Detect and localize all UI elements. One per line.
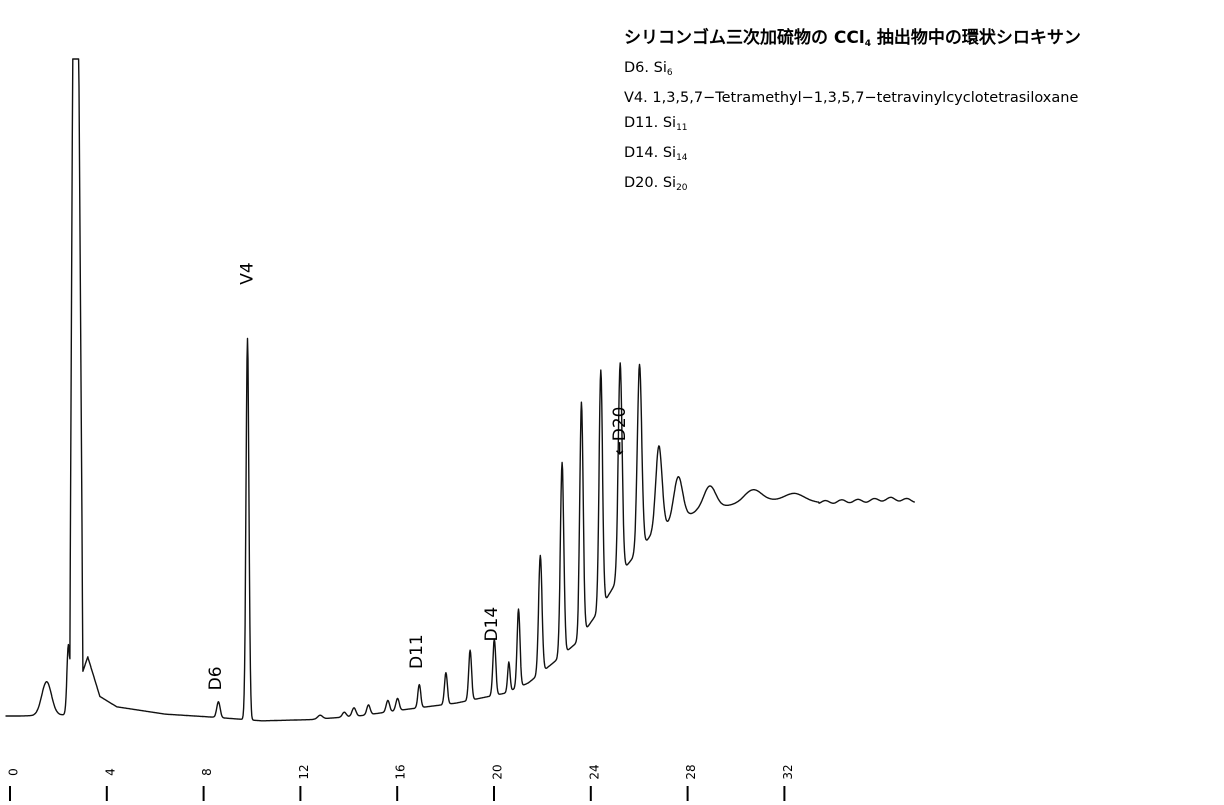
- chart-title: シリコンゴム三次加硫物の CCl4 抽出物中の環状シロキサン: [624, 28, 1081, 49]
- peak-label: D14: [482, 607, 502, 642]
- x-tick-label: 0: [7, 768, 21, 776]
- x-tick-label: 28: [684, 764, 698, 779]
- chromatogram-trace: [5, 58, 916, 722]
- x-tick-label: 16: [394, 764, 408, 779]
- x-tick-label: 20: [491, 764, 505, 779]
- x-axis-ticks: 0 4 8 12 16 20 24 28 32: [7, 764, 795, 801]
- legend: シリコンゴム三次加硫物の CCl4 抽出物中の環状シロキサン D6. Si6 V…: [624, 26, 1081, 201]
- legend-item-d20: D20. Si20: [624, 175, 688, 193]
- x-tick-label: 24: [587, 764, 601, 779]
- legend-item-v4: V4. 1,3,5,7−Tetramethyl−1,3,5,7−tetravin…: [624, 90, 1079, 106]
- x-tick-label: 4: [103, 768, 117, 776]
- peak-label: D11: [407, 634, 427, 669]
- legend-item-d11: D11. Si11: [624, 115, 688, 133]
- x-tick-label: 8: [200, 768, 214, 776]
- legend-item-d14: D14. Si14: [624, 145, 688, 163]
- x-tick-label: 12: [297, 764, 311, 779]
- peak-label: V4: [237, 262, 257, 284]
- peak-labels: D6 V4 D11 D14 ←D20: [206, 262, 630, 690]
- peak-label: ←D20: [610, 407, 630, 456]
- chromatogram-trace-group: [5, 58, 916, 722]
- x-tick-label: 32: [781, 764, 795, 779]
- peak-label: D6: [206, 666, 226, 690]
- legend-item-d6: D6. Si6: [624, 60, 673, 78]
